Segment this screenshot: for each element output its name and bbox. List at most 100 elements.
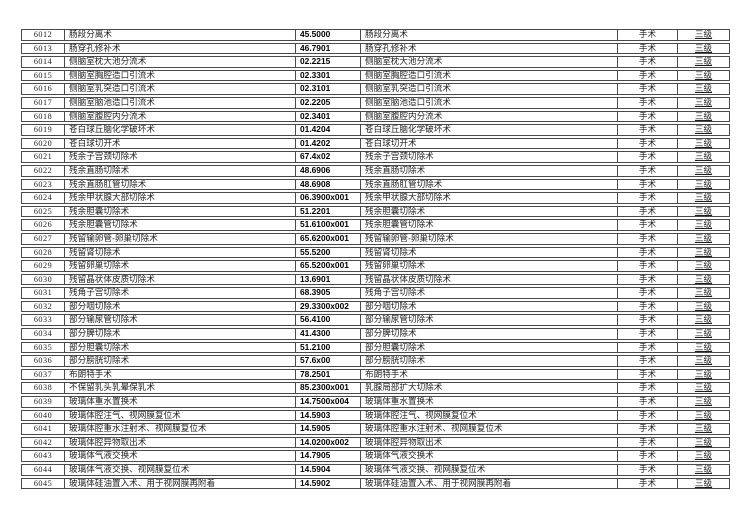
procedure-code: 14.5904 bbox=[295, 464, 360, 476]
procedure-name: 侧脑室脑池造口引流术 bbox=[64, 96, 295, 109]
row-number: 6041 bbox=[21, 423, 64, 435]
procedure-name: 玻璃体腔异物取出术 bbox=[64, 436, 295, 449]
row-number: 6038 bbox=[21, 382, 64, 395]
level-link[interactable]: 三级 bbox=[694, 192, 713, 203]
table-row: 6028 残留肾切除术 55.5200 残留肾切除术 手术 三级 bbox=[21, 246, 730, 259]
level-cell: 三级 bbox=[677, 396, 730, 408]
procedure-name: 残余胆囊管切除术 bbox=[64, 219, 295, 231]
procedure-name: 残角子宫切除术 bbox=[64, 287, 295, 299]
row-number: 6043 bbox=[21, 450, 64, 462]
level-link[interactable]: 三级 bbox=[694, 219, 713, 230]
level-link[interactable]: 三级 bbox=[694, 355, 713, 366]
table-row: 6037 布朗特手术 78.2501 布朗特手术 手术 三级 bbox=[21, 368, 730, 381]
level-link[interactable]: 三级 bbox=[694, 477, 713, 488]
procedure-name: 侧脑室枕大池分流术 bbox=[64, 56, 295, 68]
category-cell: 手术 bbox=[617, 260, 677, 272]
procedure-code: 14.5903 bbox=[295, 409, 360, 422]
level-link[interactable]: 三级 bbox=[694, 124, 713, 135]
level-link[interactable]: 三级 bbox=[694, 287, 713, 298]
procedure-name-alt: 部分咽切除术 bbox=[360, 300, 617, 313]
procedure-name-alt: 侧脑室胸腔造口引流术 bbox=[360, 69, 617, 82]
level-link[interactable]: 三级 bbox=[694, 137, 713, 148]
category-cell: 手术 bbox=[617, 328, 677, 340]
table-row: 6039 玻璃体重水置换术 14.7500x004 玻璃体重水置换术 手术 三级 bbox=[21, 396, 730, 408]
level-link[interactable]: 三级 bbox=[694, 409, 713, 420]
category-cell: 手术 bbox=[617, 219, 677, 231]
category-cell: 手术 bbox=[617, 382, 677, 395]
level-cell: 三级 bbox=[677, 29, 730, 41]
category-cell: 手术 bbox=[617, 164, 677, 177]
procedure-code: 01.4202 bbox=[295, 137, 360, 150]
level-link[interactable]: 三级 bbox=[694, 69, 713, 80]
procedure-name: 残留肾切除术 bbox=[64, 246, 295, 259]
level-link[interactable]: 三级 bbox=[694, 205, 713, 216]
level-cell: 三级 bbox=[677, 423, 730, 435]
procedure-name-alt: 残余子宫颈切除术 bbox=[360, 151, 617, 163]
category-cell: 手术 bbox=[617, 232, 677, 245]
level-link[interactable]: 三级 bbox=[694, 273, 713, 284]
procedure-name-alt: 苍白球切开术 bbox=[360, 137, 617, 150]
level-link[interactable]: 三级 bbox=[694, 29, 713, 39]
level-cell: 三级 bbox=[677, 56, 730, 68]
row-number: 6033 bbox=[21, 314, 64, 327]
procedure-name-alt: 残余胆囊管切除术 bbox=[360, 219, 617, 231]
level-cell: 三级 bbox=[677, 246, 730, 259]
level-link[interactable]: 三级 bbox=[694, 260, 713, 271]
category-cell: 手术 bbox=[617, 300, 677, 313]
procedure-code: 65.5200x001 bbox=[295, 260, 360, 272]
level-link[interactable]: 三级 bbox=[694, 232, 713, 243]
procedure-code: 01.4204 bbox=[295, 124, 360, 136]
level-link[interactable]: 三级 bbox=[694, 436, 713, 447]
row-number: 6022 bbox=[21, 164, 64, 177]
table-row: 6023 残余直肠肛管切除术 48.6908 残余直肠肛管切除术 手术 三级 bbox=[21, 178, 730, 191]
procedure-name: 部分脾切除术 bbox=[64, 328, 295, 340]
category-cell: 手术 bbox=[617, 151, 677, 163]
table-row: 6021 残余子宫颈切除术 67.4x02 残余子宫颈切除术 手术 三级 bbox=[21, 151, 730, 163]
procedure-name: 侧脑室乳突造口引流术 bbox=[64, 83, 295, 95]
level-link[interactable]: 三级 bbox=[694, 56, 713, 67]
procedure-name-alt: 肠穿孔修补术 bbox=[360, 42, 617, 55]
procedure-code: 46.7901 bbox=[295, 42, 360, 55]
level-link[interactable]: 三级 bbox=[694, 178, 713, 189]
procedure-name-alt: 残留晶状体皮质切除术 bbox=[360, 273, 617, 286]
level-link[interactable]: 三级 bbox=[694, 423, 713, 434]
row-number: 6020 bbox=[21, 137, 64, 150]
procedure-name: 部分输尿管切除术 bbox=[64, 314, 295, 327]
level-link[interactable]: 三级 bbox=[694, 314, 713, 325]
level-cell: 三级 bbox=[677, 287, 730, 299]
level-link[interactable]: 三级 bbox=[694, 110, 713, 121]
procedure-name-alt: 部分输尿管切除术 bbox=[360, 314, 617, 327]
table-row: 6043 玻璃体气液交换术 14.7905 玻璃体气液交换术 手术 三级 bbox=[21, 450, 730, 462]
level-link[interactable]: 三级 bbox=[694, 83, 713, 94]
procedure-name-alt: 玻璃体腔异物取出术 bbox=[360, 436, 617, 449]
level-link[interactable]: 三级 bbox=[694, 164, 713, 175]
category-cell: 手术 bbox=[617, 137, 677, 150]
level-cell: 三级 bbox=[677, 450, 730, 462]
level-link[interactable]: 三级 bbox=[694, 368, 713, 379]
level-cell: 三级 bbox=[677, 260, 730, 272]
level-link[interactable]: 三级 bbox=[694, 464, 713, 474]
level-link[interactable]: 三级 bbox=[694, 300, 713, 311]
level-link[interactable]: 三级 bbox=[694, 328, 713, 339]
table-row: 6022 残余直肠切除术 48.6906 残余直肠切除术 手术 三级 bbox=[21, 164, 730, 177]
procedure-name: 玻璃体重水置换术 bbox=[64, 396, 295, 408]
level-link[interactable]: 三级 bbox=[694, 396, 713, 407]
procedure-name-alt: 残余甲状腺大部切除术 bbox=[360, 192, 617, 204]
level-link[interactable]: 三级 bbox=[694, 42, 713, 53]
level-link[interactable]: 三级 bbox=[694, 246, 713, 257]
procedure-code: 14.5905 bbox=[295, 423, 360, 435]
level-link[interactable]: 三级 bbox=[694, 450, 713, 461]
procedure-code: 51.2100 bbox=[295, 341, 360, 354]
level-link[interactable]: 三级 bbox=[694, 382, 713, 393]
procedure-name-alt: 侧脑室腹腔内分流术 bbox=[360, 110, 617, 123]
procedure-name: 残余胆囊切除术 bbox=[64, 205, 295, 218]
level-cell: 三级 bbox=[677, 164, 730, 177]
level-link[interactable]: 三级 bbox=[694, 151, 713, 162]
level-link[interactable]: 三级 bbox=[694, 341, 713, 352]
level-cell: 三级 bbox=[677, 83, 730, 95]
row-number: 6029 bbox=[21, 260, 64, 272]
table-row: 6027 残留输卵管-卵巢切除术 65.6200x001 残留输卵管-卵巢切除术… bbox=[21, 232, 730, 245]
level-link[interactable]: 三级 bbox=[694, 96, 713, 107]
row-number: 6030 bbox=[21, 273, 64, 286]
procedure-code: 48.6906 bbox=[295, 164, 360, 177]
